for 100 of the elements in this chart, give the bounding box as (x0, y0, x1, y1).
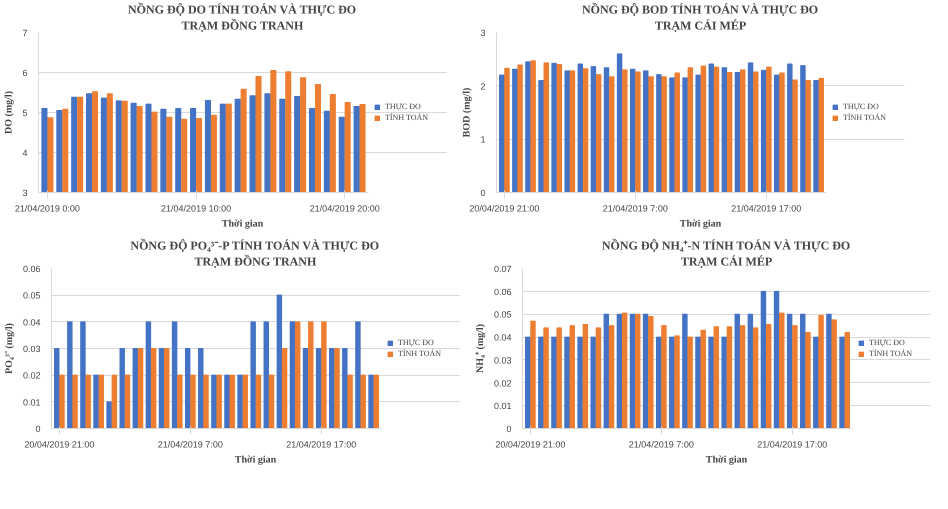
bar (237, 374, 243, 428)
bar (216, 374, 222, 428)
bar (695, 336, 701, 428)
bar (578, 63, 584, 192)
bar (190, 374, 196, 428)
bar (544, 62, 549, 192)
bar (124, 374, 130, 428)
bar (530, 320, 536, 428)
bar (250, 321, 256, 428)
bar (622, 69, 628, 192)
bar (138, 348, 144, 428)
y-tick-label: 0.04 (494, 332, 512, 343)
bar (844, 332, 850, 428)
bar (294, 321, 300, 428)
bar (787, 63, 793, 192)
bar (604, 314, 610, 428)
bar (355, 321, 361, 428)
bar (596, 327, 602, 428)
bar (831, 319, 837, 428)
y-tick-label: 0 (35, 424, 41, 434)
bar (564, 70, 570, 192)
bar (347, 374, 353, 428)
bar (276, 294, 282, 428)
x-tick-label: 21/04/2019 20:00 (310, 204, 380, 214)
bar (726, 72, 732, 192)
chart-title: NỒNG ĐỘ BOD TÍNH TOÁN VÀ THỰC ĐO (582, 2, 818, 16)
x-tick-label: 21/04/2019 17:00 (757, 440, 828, 450)
legend-label: TÍNH TOÁN (843, 113, 886, 122)
x-tick-label: 21/04/2019 0:00 (14, 204, 80, 214)
bar (740, 69, 746, 192)
bar (643, 70, 649, 192)
bar (674, 72, 680, 192)
y-tick-label: 0.07 (494, 264, 512, 274)
bar (714, 326, 720, 428)
bar (158, 348, 164, 428)
bar (642, 314, 648, 428)
chart-subtitle: TRẠM CÁI MÉP (654, 18, 746, 32)
y-axis-title: BOD (mg/l) (461, 88, 472, 138)
bar (708, 336, 714, 428)
bar (674, 335, 680, 428)
bar (805, 80, 811, 192)
bar (164, 348, 170, 428)
bar (774, 290, 780, 428)
x-tick-label: 21/04/2019 17:00 (731, 204, 802, 214)
bar (766, 324, 772, 428)
y-tick-label: 7 (22, 28, 28, 38)
legend-label: THỰC ĐO (843, 102, 879, 111)
bar (504, 68, 510, 192)
bar (609, 76, 614, 192)
bar (525, 61, 531, 192)
bar (766, 66, 772, 192)
bar (779, 72, 785, 192)
bar (374, 374, 379, 428)
bar (682, 77, 688, 192)
bar (630, 314, 636, 428)
bar (538, 80, 544, 192)
y-tick-label: 0.02 (494, 378, 512, 388)
bar (726, 326, 732, 428)
bar (608, 325, 614, 428)
bar (316, 348, 322, 428)
bar (172, 321, 178, 428)
bar (604, 67, 610, 192)
bar (748, 314, 754, 428)
bar (590, 66, 596, 192)
bar (826, 314, 832, 428)
chart-title: NỒNG ĐỘ DO TÍNH TOÁN VÀ THỰC ĐO (128, 2, 356, 16)
x-tick-label: 21/04/2019 7:00 (602, 204, 668, 214)
x-tick-label: 21/04/2019 7:00 (628, 440, 694, 450)
y-tick-label: 0.04 (22, 317, 41, 328)
y-tick-label: 4 (22, 148, 28, 158)
chart-subtitle: TRẠM ĐỒNG TRANH (182, 18, 304, 32)
y-tick-label: 0.06 (22, 264, 41, 274)
bar (577, 336, 583, 428)
bar (648, 316, 654, 428)
bar (368, 374, 374, 428)
y-tick-label: 0.01 (22, 397, 41, 408)
bar (203, 374, 209, 428)
x-tick-label: 20/04/2019 21:00 (469, 204, 540, 214)
y-tick-label: 0 (506, 424, 512, 434)
bar (582, 324, 588, 428)
bar (570, 325, 575, 428)
y-tick-label: 2 (480, 81, 486, 92)
y-tick-label: 0.05 (494, 310, 512, 320)
bar (753, 71, 759, 192)
y-tick-label: 0 (480, 188, 486, 198)
bar (800, 65, 806, 192)
bar (740, 325, 746, 428)
bar (700, 66, 706, 192)
bar (786, 314, 792, 428)
bar (590, 336, 596, 428)
legend-label: THỰC ĐO (385, 102, 421, 111)
bar (119, 348, 125, 428)
bar (67, 321, 73, 428)
bar (334, 348, 340, 428)
bar (268, 374, 274, 428)
bar (290, 321, 296, 428)
bar (734, 314, 740, 428)
bar (708, 63, 714, 192)
bar (760, 70, 766, 192)
y-tick-label: 1 (480, 134, 486, 145)
